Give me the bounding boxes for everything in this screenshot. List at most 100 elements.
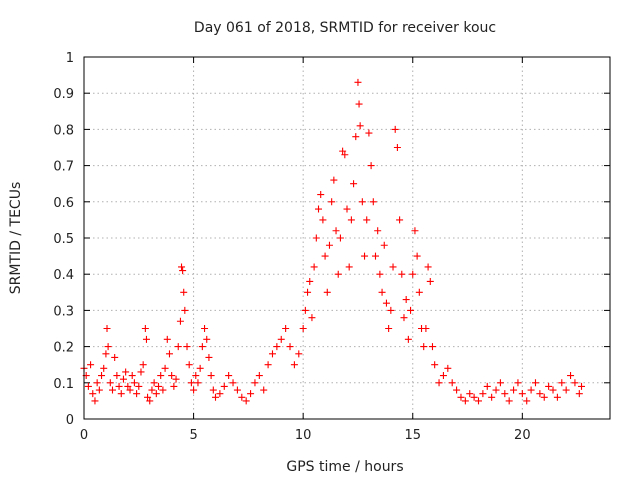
data-point xyxy=(155,382,163,390)
data-point xyxy=(180,288,188,296)
data-point xyxy=(510,386,518,394)
data-point xyxy=(141,325,149,332)
data-point xyxy=(389,263,397,271)
data-point xyxy=(225,372,233,380)
data-point xyxy=(475,397,482,405)
data-point xyxy=(545,382,553,390)
data-point xyxy=(190,386,198,394)
data-point xyxy=(354,78,362,86)
data-point xyxy=(89,390,97,398)
data-point xyxy=(203,335,211,343)
y-tick-label: 0.4 xyxy=(53,268,74,283)
data-point xyxy=(251,379,259,387)
data-point xyxy=(179,267,187,275)
data-point xyxy=(402,296,410,304)
data-point xyxy=(371,252,379,260)
data-point xyxy=(393,144,401,151)
data-point xyxy=(150,379,158,387)
data-point xyxy=(212,393,219,401)
data-point xyxy=(396,216,404,224)
data-point xyxy=(321,252,329,260)
data-point xyxy=(426,277,434,285)
data-point xyxy=(483,382,491,390)
data-point xyxy=(398,270,406,278)
y-tick-label: 0.6 xyxy=(53,196,74,211)
data-point xyxy=(159,386,167,394)
data-point xyxy=(444,364,452,372)
x-tick-label: 10 xyxy=(295,428,312,443)
data-point xyxy=(352,133,360,141)
y-tick-label: 0.5 xyxy=(53,232,74,247)
data-point xyxy=(87,361,95,369)
data-point xyxy=(439,372,447,380)
data-point xyxy=(413,252,421,260)
data-point xyxy=(139,361,147,369)
data-point xyxy=(523,397,531,405)
data-point xyxy=(428,343,436,351)
data-point xyxy=(553,393,561,401)
data-point xyxy=(130,379,138,387)
data-point xyxy=(299,325,307,332)
data-point xyxy=(106,379,114,387)
data-point xyxy=(144,393,152,401)
data-point xyxy=(198,343,206,351)
data-point xyxy=(518,390,526,398)
data-point xyxy=(286,343,294,351)
data-point xyxy=(205,353,213,361)
data-point xyxy=(185,361,193,369)
data-point xyxy=(514,379,522,387)
data-point xyxy=(558,379,566,387)
data-point xyxy=(115,382,123,390)
data-point xyxy=(161,364,169,372)
data-point xyxy=(117,390,125,398)
data-point xyxy=(355,100,363,108)
data-point xyxy=(310,263,318,271)
data-point xyxy=(148,386,156,394)
data-point xyxy=(562,386,570,394)
data-point xyxy=(157,372,165,380)
data-point xyxy=(207,372,215,380)
data-point xyxy=(367,162,375,170)
data-point xyxy=(165,350,173,358)
data-point xyxy=(527,386,535,394)
data-point xyxy=(578,382,586,390)
data-point xyxy=(124,382,132,390)
data-point xyxy=(411,227,419,235)
data-point xyxy=(304,288,312,296)
y-tick-label: 0.9 xyxy=(53,87,74,102)
data-point xyxy=(178,263,186,271)
data-point xyxy=(415,288,423,296)
data-point xyxy=(264,361,272,369)
data-point xyxy=(420,343,428,351)
data-point xyxy=(104,343,112,351)
data-point xyxy=(312,234,320,242)
data-point xyxy=(400,314,408,322)
data-point xyxy=(323,288,331,296)
data-point xyxy=(382,299,390,307)
data-point xyxy=(334,270,342,278)
data-point xyxy=(187,379,195,387)
data-point xyxy=(216,390,224,398)
data-point xyxy=(196,364,204,372)
data-point xyxy=(330,176,338,184)
x-tick-label: 0 xyxy=(80,428,88,443)
data-point xyxy=(336,234,344,242)
data-point xyxy=(466,390,474,398)
x-tick-label: 20 xyxy=(514,428,531,443)
data-point xyxy=(339,147,347,155)
data-point xyxy=(492,386,500,394)
data-point xyxy=(378,288,386,296)
data-point xyxy=(448,379,456,387)
y-tick-label: 0.1 xyxy=(53,377,74,392)
data-point xyxy=(119,375,127,383)
data-point xyxy=(315,205,323,213)
data-point xyxy=(328,198,336,206)
data-point xyxy=(356,122,364,130)
data-point xyxy=(575,390,583,398)
y-tick-label: 1 xyxy=(66,51,74,66)
data-point xyxy=(142,335,150,343)
data-point xyxy=(273,343,281,351)
data-point xyxy=(341,151,349,159)
data-point xyxy=(152,390,160,398)
data-point xyxy=(277,335,285,343)
